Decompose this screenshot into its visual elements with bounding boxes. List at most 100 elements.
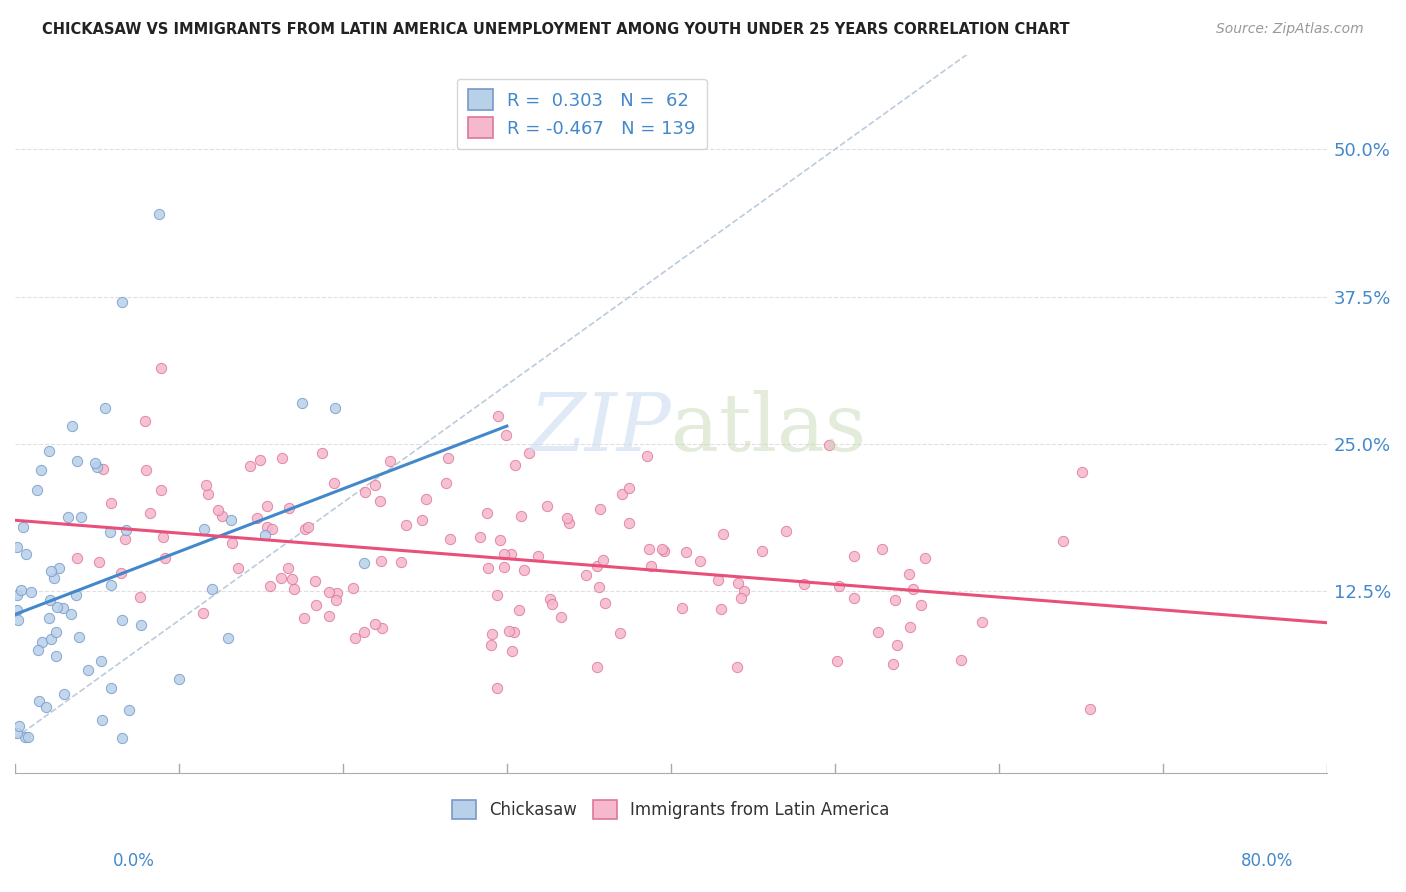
Point: [98, 525, 121, 540]
Point: [31, 635, 53, 649]
Point: [87, 555, 110, 569]
Point: [882, 657, 904, 671]
Point: [901, 582, 924, 596]
Point: [191, 606, 214, 620]
Point: [70, 510, 93, 524]
Point: [437, 451, 460, 466]
Point: [479, 638, 502, 652]
Point: [886, 638, 908, 652]
Point: [111, 613, 134, 627]
Point: [44, 571, 66, 585]
Point: [217, 631, 239, 645]
Point: [254, 528, 277, 542]
Point: [277, 561, 299, 575]
Point: [503, 458, 526, 472]
Point: [508, 603, 530, 617]
Text: 0.0%: 0.0%: [112, 852, 155, 870]
Point: [828, 579, 851, 593]
Point: [593, 596, 616, 610]
Point: [501, 547, 523, 561]
Point: [751, 544, 773, 558]
Point: [66, 454, 89, 468]
Point: [793, 577, 815, 591]
Point: [129, 618, 152, 632]
Point: [20, 585, 42, 599]
Point: [311, 445, 333, 459]
Point: [128, 591, 150, 605]
Point: [305, 598, 328, 612]
Point: [775, 524, 797, 539]
Point: [498, 624, 520, 638]
Point: [395, 518, 418, 533]
Point: [110, 731, 132, 745]
Point: [503, 625, 526, 640]
Point: [219, 513, 242, 527]
Point: [152, 530, 174, 544]
Point: [110, 566, 132, 581]
Point: [866, 625, 889, 640]
Point: [17, 730, 39, 744]
Point: [246, 510, 269, 524]
Point: [201, 582, 224, 596]
Point: [513, 563, 536, 577]
Point: [7, 718, 30, 732]
Point: [100, 681, 122, 696]
Point: [115, 523, 138, 537]
Point: [304, 574, 326, 589]
Point: [354, 484, 377, 499]
Point: [884, 593, 907, 607]
Point: [194, 477, 217, 491]
Point: [60, 419, 83, 434]
Point: [727, 575, 749, 590]
Point: [725, 659, 748, 673]
Point: [110, 295, 132, 310]
Point: [323, 401, 346, 416]
Point: [353, 624, 375, 639]
Point: [139, 506, 162, 520]
Point: [270, 571, 292, 585]
Point: [34, 699, 56, 714]
Point: [86, 460, 108, 475]
Point: [291, 395, 314, 409]
Point: [150, 360, 173, 375]
Point: [13, 730, 35, 744]
Point: [278, 501, 301, 516]
Point: [363, 617, 385, 632]
Point: [827, 654, 849, 668]
Point: [77, 663, 100, 677]
Point: [364, 478, 387, 492]
Text: CHICKASAW VS IMMIGRANTS FROM LATIN AMERICA UNEMPLOYMENT AMONG YOUTH UNDER 25 YEA: CHICKASAW VS IMMIGRANTS FROM LATIN AMERI…: [42, 22, 1070, 37]
Point: [492, 560, 515, 574]
Point: [167, 672, 190, 686]
Point: [221, 535, 243, 549]
Point: [283, 582, 305, 597]
Point: [297, 520, 319, 534]
Point: [671, 601, 693, 615]
Point: [898, 567, 921, 582]
Point: [45, 648, 67, 663]
Point: [281, 572, 304, 586]
Point: [368, 494, 391, 508]
Point: [949, 653, 972, 667]
Point: [134, 414, 156, 428]
Point: [538, 592, 561, 607]
Point: [48, 561, 70, 575]
Point: [1078, 702, 1101, 716]
Point: [260, 523, 283, 537]
Point: [617, 516, 640, 531]
Point: [477, 561, 499, 575]
Point: [558, 516, 581, 531]
Point: [28, 694, 51, 708]
Point: [592, 552, 614, 566]
Point: [52, 687, 75, 701]
Point: [353, 556, 375, 570]
Point: [898, 620, 921, 634]
Point: [38, 611, 60, 625]
Point: [910, 598, 932, 612]
Point: [90, 654, 112, 668]
Point: [325, 592, 347, 607]
Point: [52, 600, 75, 615]
Point: [638, 541, 661, 556]
Point: [39, 592, 62, 607]
Point: [540, 598, 562, 612]
